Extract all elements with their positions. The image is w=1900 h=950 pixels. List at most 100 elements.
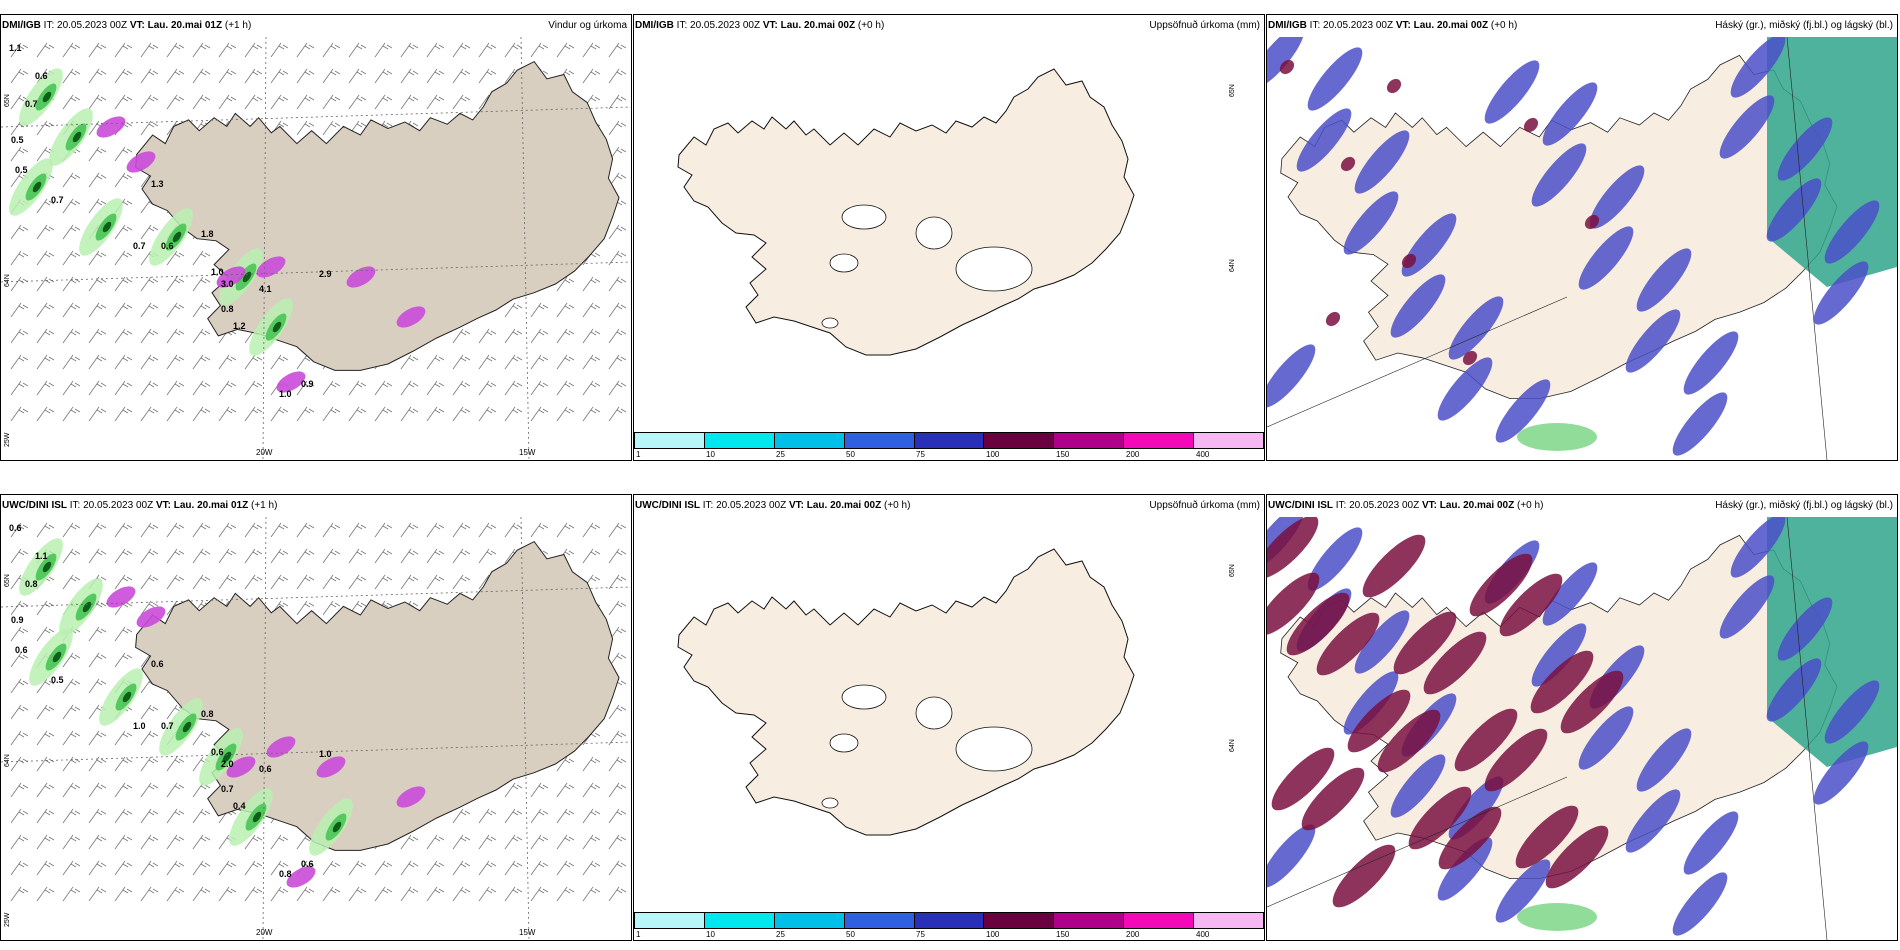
wind-barb <box>478 328 497 344</box>
wind-barb <box>582 328 601 344</box>
wind-barb <box>62 574 81 590</box>
wind-precip-map: 1.1 0.6 0.7 0.5 0.5 0.7 1.3 0.7 0.6 1.8 1.0 3.0 4.1 2… <box>1 37 631 460</box>
wind-barb <box>582 42 601 58</box>
wind-barb <box>192 860 211 876</box>
precip-value-label: 1.1 <box>9 43 22 53</box>
wind-barb <box>608 94 627 110</box>
colorbar-swatch <box>704 433 775 448</box>
wind-barb <box>88 42 107 58</box>
wind-barb <box>36 224 55 240</box>
colorbar-tick: 75 <box>916 930 925 939</box>
wind-barb <box>608 42 627 58</box>
wind-barb <box>608 730 627 746</box>
wind-barb <box>88 94 107 110</box>
init-time: IT: 20.05.2023 00Z <box>67 500 156 511</box>
colorbar-tick: 25 <box>776 450 785 459</box>
low-cloud <box>1462 350 1478 366</box>
colorbar-swatch <box>1124 913 1195 928</box>
wind-barb <box>114 250 133 266</box>
heavy-precip <box>252 811 262 823</box>
wind-barb <box>62 522 81 538</box>
heavy-precip <box>82 601 92 613</box>
wind-barb <box>10 522 29 538</box>
precip-value-label: 2.0 <box>221 759 234 769</box>
wind-barb <box>88 328 107 344</box>
lead-time: (+0 h) <box>881 500 911 511</box>
wind-barb <box>62 406 81 422</box>
low-cloud <box>1347 689 1411 753</box>
wind-barb <box>10 146 29 162</box>
wind-barb <box>88 380 107 396</box>
wind-barb <box>244 574 263 590</box>
low-cloud <box>1267 572 1320 636</box>
wind-barb <box>504 380 523 396</box>
wind-barb <box>322 600 341 616</box>
wind-barb <box>530 354 549 370</box>
intense-precip <box>396 306 426 328</box>
heavy-precip <box>42 561 52 573</box>
wind-barb <box>296 600 315 616</box>
wind-barb <box>62 808 81 824</box>
colorbar-swatch <box>635 433 705 448</box>
wind-barb <box>36 406 55 422</box>
wind-barb <box>426 406 445 422</box>
wind-barb <box>218 68 237 84</box>
wind-barb <box>400 42 419 58</box>
colorbar-tick: 1 <box>636 450 641 459</box>
wind-barb <box>296 886 315 902</box>
wind-barb <box>348 522 367 538</box>
wind-barb <box>608 522 627 538</box>
wind-barb <box>374 380 393 396</box>
wind-barb <box>62 756 81 772</box>
wind-barb <box>114 522 133 538</box>
wind-barb <box>36 198 55 214</box>
wind-barb <box>36 730 55 746</box>
valid-time: VT: Lau. 20.mai 00Z <box>1395 20 1489 31</box>
precip-value-label: 0.7 <box>221 784 234 794</box>
wind-barb <box>322 860 341 876</box>
wind-barb <box>374 94 393 110</box>
wind-barb <box>478 860 497 876</box>
wind-barb <box>192 834 211 850</box>
wind-barb <box>270 548 289 564</box>
wind-barb <box>296 548 315 564</box>
low-cloud <box>1325 311 1341 327</box>
wind-barb <box>88 886 107 902</box>
wind-barb <box>608 574 627 590</box>
precip-value-label: 1.0 <box>319 749 332 759</box>
wind-barb <box>348 380 367 396</box>
wind-barb <box>348 94 367 110</box>
wind-barb <box>140 380 159 396</box>
wind-barb <box>140 522 159 538</box>
wind-barb <box>504 886 523 902</box>
wind-barb <box>348 860 367 876</box>
panel-header: UWC/DINI ISL IT: 20.05.2023 00Z VT: Lau.… <box>2 495 630 517</box>
wind-barb <box>114 354 133 370</box>
mid-cloud <box>1296 108 1352 172</box>
wind-barb <box>270 42 289 58</box>
graticule <box>1 106 631 128</box>
wind-barb <box>192 250 211 266</box>
model-name: DMI/IGB <box>635 20 674 31</box>
heavy-precip <box>242 271 252 283</box>
wind-barb <box>192 380 211 396</box>
colorbar-tick: 400 <box>1196 930 1210 939</box>
mid-cloud <box>1448 296 1504 360</box>
wind-barb <box>10 652 29 668</box>
wind-barb <box>374 886 393 902</box>
wind-barb <box>374 522 393 538</box>
mid-cloud <box>1625 309 1681 373</box>
wind-barb <box>10 626 29 642</box>
graticule <box>1786 517 1828 940</box>
graticule <box>1 586 631 608</box>
wind-barb <box>36 704 55 720</box>
wind-barb <box>36 600 55 616</box>
wind-barb <box>582 860 601 876</box>
wind-barb <box>426 834 445 850</box>
precip-value-label: 2.9 <box>319 269 332 279</box>
wind-barb <box>192 276 211 292</box>
wind-barb <box>10 276 29 292</box>
mid-cloud <box>1531 623 1587 687</box>
wind-barb <box>556 860 575 876</box>
wind-barb <box>530 328 549 344</box>
